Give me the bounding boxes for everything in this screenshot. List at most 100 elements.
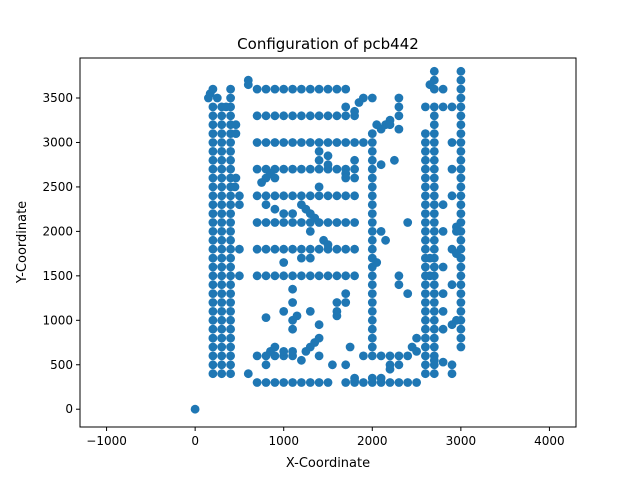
data-point — [367, 147, 377, 156]
data-point — [438, 84, 448, 94]
data-point — [447, 138, 457, 147]
data-point — [288, 315, 297, 325]
data-point — [288, 164, 297, 174]
data-point — [421, 173, 430, 183]
data-point — [421, 342, 430, 352]
data-point — [438, 307, 448, 316]
data-point — [217, 307, 227, 316]
data-point — [429, 307, 439, 316]
data-point — [341, 289, 351, 298]
data-point — [394, 360, 404, 370]
data-point — [447, 369, 457, 379]
data-point — [270, 244, 280, 254]
data-point — [279, 347, 289, 356]
data-point — [226, 253, 236, 263]
data-point — [314, 271, 324, 281]
data-point — [252, 84, 262, 94]
data-point — [208, 271, 218, 281]
data-point — [367, 227, 377, 236]
data-point — [425, 253, 435, 263]
data-point — [376, 227, 386, 236]
data-point — [235, 271, 244, 281]
data-point — [390, 155, 399, 165]
data-point — [261, 244, 271, 254]
data-point — [332, 218, 342, 227]
data-point — [231, 173, 241, 183]
data-point — [226, 315, 236, 325]
data-point — [341, 84, 351, 94]
data-point — [226, 298, 236, 307]
data-point — [323, 191, 333, 201]
data-point — [332, 298, 342, 307]
data-point — [367, 271, 377, 281]
data-point — [226, 289, 236, 298]
data-point — [429, 342, 439, 352]
data-point — [208, 147, 218, 156]
data-point — [226, 138, 236, 147]
data-point — [231, 129, 241, 139]
data-point — [341, 102, 351, 112]
data-point — [226, 235, 236, 245]
data-point — [350, 191, 359, 201]
data-point — [429, 262, 439, 272]
data-point — [429, 324, 439, 334]
x-tick-label: 0 — [191, 434, 199, 448]
data-point — [456, 191, 466, 201]
data-point — [208, 307, 218, 316]
data-point — [367, 235, 377, 245]
data-point — [429, 182, 439, 192]
data-point — [217, 280, 227, 290]
data-point — [208, 289, 218, 298]
data-point — [305, 138, 315, 147]
y-tick-label: 2500 — [42, 180, 73, 194]
data-point — [208, 164, 218, 174]
data-point — [332, 191, 342, 201]
data-point — [429, 333, 439, 343]
data-point — [447, 164, 457, 174]
data-point — [279, 244, 289, 254]
data-point — [305, 111, 315, 121]
data-point — [297, 253, 306, 263]
data-point — [297, 138, 306, 147]
data-point — [341, 271, 351, 281]
data-point — [270, 138, 280, 147]
data-point — [226, 200, 236, 210]
x-tick-label: 2000 — [357, 434, 388, 448]
data-point — [208, 342, 218, 352]
data-point — [310, 213, 320, 223]
data-point — [297, 378, 306, 387]
data-point — [452, 227, 461, 236]
data-point — [367, 351, 377, 361]
data-point — [208, 155, 218, 165]
data-point — [305, 307, 315, 316]
data-point — [456, 164, 466, 174]
data-point — [350, 106, 359, 116]
data-point — [350, 155, 359, 165]
data-point — [288, 378, 297, 387]
data-point — [456, 147, 466, 156]
data-point — [456, 307, 466, 316]
data-point — [261, 218, 271, 227]
data-point — [394, 351, 404, 361]
data-point — [314, 182, 324, 192]
data-point — [421, 164, 430, 174]
data-point — [438, 262, 448, 272]
data-point — [279, 164, 289, 174]
data-point — [421, 209, 430, 219]
data-point — [429, 315, 439, 325]
data-point — [421, 147, 430, 156]
data-point — [421, 102, 430, 112]
data-point — [350, 244, 359, 254]
data-point — [456, 342, 466, 352]
data-point — [412, 333, 421, 343]
data-point — [350, 218, 359, 227]
data-point — [235, 191, 244, 201]
data-point — [429, 155, 439, 165]
data-point — [305, 191, 315, 201]
data-point — [350, 376, 359, 386]
data-point — [226, 111, 236, 121]
data-point — [270, 111, 280, 121]
data-point — [456, 111, 466, 121]
